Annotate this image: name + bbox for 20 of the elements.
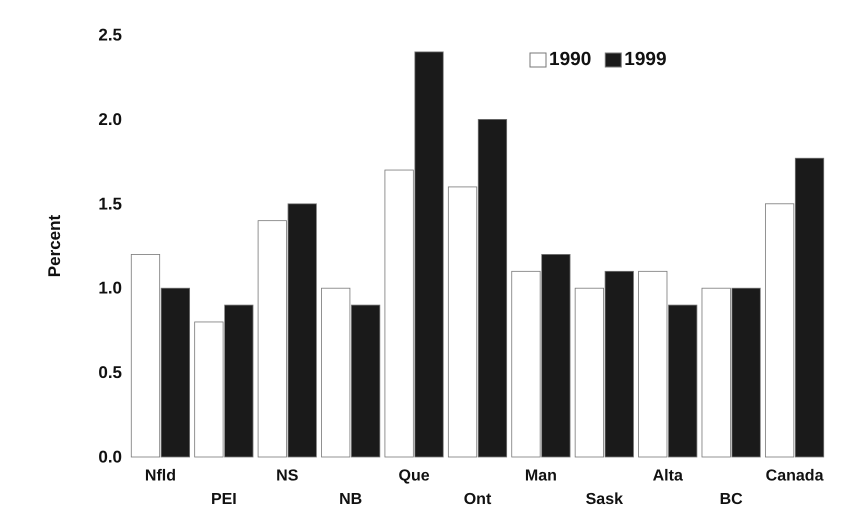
y-tick-label: 2.0 [98,110,122,129]
x-tick-label: Ont [464,491,492,508]
x-tick-label: Alta [652,467,683,484]
x-tick-label: Que [398,467,430,484]
x-tick-label: Canada [766,467,824,484]
x-tick-label: Nfld [144,467,176,484]
y-tick-label: 2.5 [98,25,122,44]
legend-label: 1999 [624,49,667,70]
y-tick-label: 0.0 [98,447,122,466]
x-tick-label: BC [720,491,744,508]
y-tick-label: 1.5 [98,194,122,214]
x-tick-label: Sask [586,491,624,508]
x-tick-label: NB [339,491,362,508]
y-axis-title: Percent [45,214,64,278]
x-tick-label: PEI [210,491,237,508]
y-tick-label: 1.0 [98,278,122,298]
y-tick-label: 0.5 [98,363,122,382]
x-tick-label: NS [276,467,299,484]
legend-label: 1990 [549,49,592,70]
x-tick-label: Man [524,467,557,484]
